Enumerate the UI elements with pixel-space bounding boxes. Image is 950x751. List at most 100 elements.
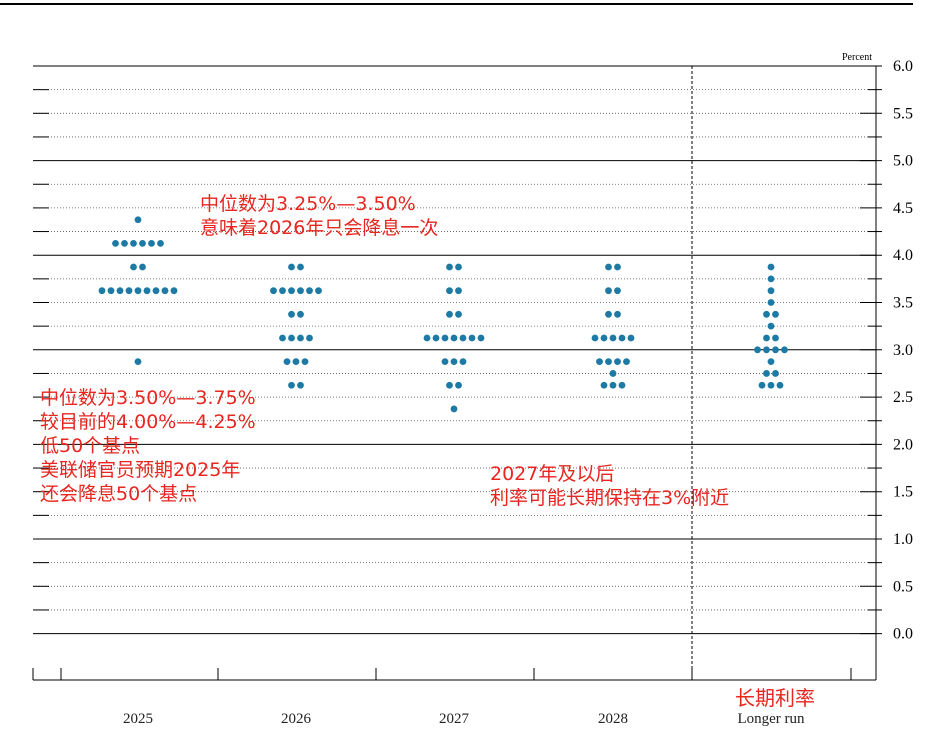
annotation-line: 利率可能长期保持在3%附近 — [490, 487, 730, 509]
dot — [772, 346, 779, 354]
y-tick-label: 1.0 — [893, 531, 913, 548]
dot — [301, 358, 309, 366]
x-tick-label: 2028 — [598, 711, 628, 727]
dot — [767, 322, 775, 330]
dot — [170, 287, 178, 295]
dot — [605, 358, 612, 366]
dot — [157, 239, 164, 247]
dot — [450, 405, 458, 413]
dot — [283, 358, 291, 366]
y-tick-label: 3.5 — [893, 295, 913, 312]
dot — [288, 381, 295, 389]
dot — [148, 239, 155, 247]
dot — [600, 334, 608, 342]
dot — [614, 358, 621, 366]
dot — [609, 334, 617, 342]
dot — [450, 334, 458, 342]
annotation-line: 较目前的4.00%—4.25% — [40, 411, 256, 433]
annotation-line: 意味着2026年只会降息一次 — [200, 217, 439, 239]
y-tick-label: 4.0 — [893, 247, 913, 264]
x-tick-label: 2027 — [439, 711, 470, 727]
dot — [130, 239, 137, 247]
dot — [763, 346, 770, 354]
dot — [130, 263, 137, 271]
dot — [297, 287, 304, 295]
dot — [596, 358, 603, 366]
annotation-median-2026: 中位数为3.25%—3.50% 意味着2026年只会降息一次 — [200, 192, 438, 240]
dot — [767, 299, 775, 306]
dot — [279, 334, 286, 342]
dot — [772, 334, 779, 342]
dot — [455, 381, 462, 389]
dot — [605, 287, 612, 295]
dot — [423, 334, 431, 342]
dot — [125, 287, 133, 295]
dot — [776, 381, 784, 389]
dot — [306, 287, 313, 295]
dot — [315, 287, 322, 295]
dot — [763, 370, 770, 377]
annotation-line: 2027年及以后 — [490, 463, 615, 485]
annotation-median-2025: 中位数为3.50%—3.75% 较目前的4.00%—4.25% 低50个基点 美… — [40, 386, 256, 506]
x-axis: 2025 2026 2027 2028 Longer run — [32, 668, 877, 727]
dot — [134, 216, 142, 224]
dot — [288, 310, 295, 318]
dot — [306, 334, 313, 342]
dots-layer — [98, 216, 788, 413]
dot — [297, 263, 304, 271]
annotation-line: 还会降息50个基点 — [40, 483, 198, 505]
y-tick-label: 4.5 — [893, 200, 913, 217]
dot — [758, 381, 766, 389]
dot — [270, 287, 277, 295]
dot — [143, 287, 151, 295]
dot — [161, 287, 169, 295]
dot — [297, 310, 304, 318]
dot — [772, 370, 779, 377]
dot — [288, 263, 295, 271]
dot — [459, 334, 467, 342]
dot — [441, 358, 449, 366]
annotation-line: 中位数为3.25%—3.50% — [200, 193, 416, 215]
y-tick-label: 6.0 — [893, 58, 913, 75]
dot — [609, 370, 617, 377]
dot — [292, 358, 300, 366]
dot — [279, 287, 286, 295]
dot — [446, 287, 453, 295]
dot — [288, 334, 295, 342]
dot — [441, 334, 449, 342]
y-axis: 0.0 0.5 1.0 1.5 2.0 2.5 3.0 3.5 4.0 4.5 5.0 5.5 6.0 — [860, 58, 913, 680]
dot — [139, 263, 146, 271]
y-tick-label: 0.5 — [893, 578, 913, 595]
y-tick-label: 3.0 — [893, 342, 913, 359]
dot — [432, 334, 440, 342]
dot — [455, 263, 462, 271]
x-tick-label: 2026 — [281, 711, 312, 727]
dot — [614, 263, 621, 271]
dot — [107, 287, 115, 295]
dot — [455, 287, 462, 295]
dot — [618, 381, 626, 389]
annotation-longer-run-cn: 长期利率 — [735, 686, 815, 710]
gridlines — [33, 65, 876, 635]
dot — [609, 381, 617, 389]
y-tick-label: 1.5 — [893, 484, 913, 501]
annotation-line: 美联储官员预期2025年 — [40, 459, 241, 481]
x-tick-label: 2025 — [123, 711, 153, 727]
dot — [468, 334, 476, 342]
dot — [446, 263, 453, 271]
dot — [455, 310, 462, 318]
annotation-line: 低50个基点 — [40, 435, 141, 457]
dot — [623, 358, 630, 366]
dot — [446, 381, 453, 389]
dot — [116, 287, 124, 295]
dot — [152, 287, 160, 295]
dot — [767, 381, 775, 389]
y-tick-label: 0.0 — [893, 626, 913, 643]
dot — [134, 287, 142, 295]
dot — [618, 334, 626, 342]
dot — [450, 358, 458, 366]
dot — [763, 334, 770, 342]
annotation-line: 中位数为3.50%—3.75% — [40, 387, 256, 409]
y-tick-label: 5.0 — [893, 153, 913, 170]
